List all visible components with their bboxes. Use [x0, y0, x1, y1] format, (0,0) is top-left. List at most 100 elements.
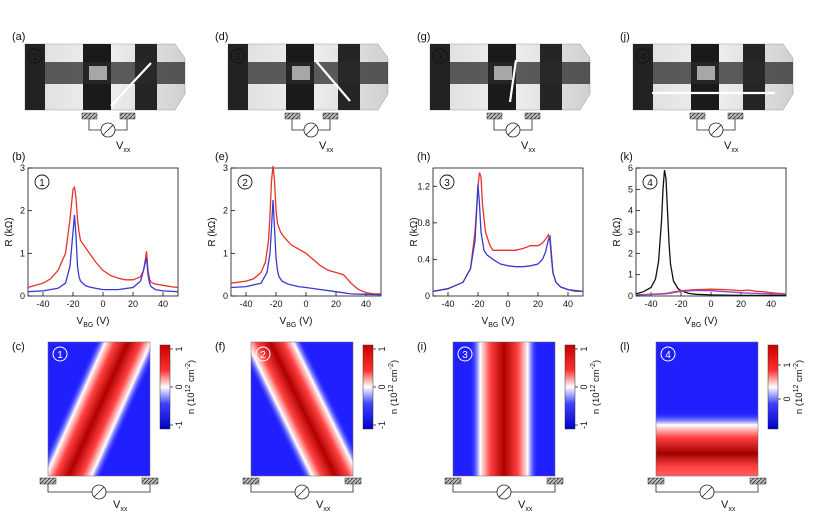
map-stripe-group: [48, 342, 150, 476]
series-line-purple: [635, 289, 787, 296]
colorbar-tick-label: 1: [579, 346, 589, 351]
device-circle: [230, 48, 246, 64]
contact-left: [486, 112, 503, 120]
x-tick-label: 0: [303, 299, 308, 309]
plot-circle-number: 1: [39, 178, 45, 189]
map-voltmeter-needle: [296, 486, 308, 498]
colorbar-label-exp: 12: [590, 385, 597, 393]
panel-label-map: (c): [12, 341, 25, 353]
panel-label-device: (d): [215, 31, 228, 43]
panel-label-device: (j): [620, 31, 630, 43]
map-stripe-group: [251, 342, 353, 476]
map-frame: [47, 341, 151, 477]
colorbar-label: n (1012 cm-2): [590, 360, 602, 414]
device-circle-number: 2: [235, 52, 241, 63]
map-vxx-label: Vxx: [316, 499, 331, 512]
series-line-blue: [230, 199, 382, 296]
map-contact-left: [242, 477, 260, 485]
vxx-sub: xx: [731, 147, 739, 154]
map-vxx-label: Vxx: [113, 499, 128, 512]
map-vxx-sub: xx: [728, 506, 736, 512]
voltmeter-needle: [305, 124, 317, 136]
map-stripe: [48, 342, 150, 476]
wire-left: [291, 119, 304, 131]
panel-label-transport: (h): [417, 151, 430, 163]
device-contacts: [486, 112, 541, 138]
x-axis-main: V: [685, 316, 692, 327]
x-tick-label: 40: [766, 299, 776, 309]
wire-left: [696, 119, 709, 131]
y-axis-label: R (kΩ): [207, 217, 218, 246]
x-axis-sub: BG: [83, 322, 93, 329]
device-image: 3: [429, 43, 591, 111]
colorbar-tick-label: -1: [377, 421, 387, 429]
map-circle-number: 3: [462, 350, 468, 361]
x-tick-label: 20: [533, 299, 543, 309]
map-circle: [255, 346, 271, 362]
x-axis-main: V: [77, 316, 84, 327]
colorbar-tick-label: -1: [579, 421, 589, 429]
wire-right: [520, 119, 533, 131]
plot-circle-number: 4: [647, 178, 653, 189]
y-axis-label: R (kΩ): [409, 217, 420, 246]
map-contact-left: [647, 477, 665, 485]
y-tick-label: 0.8: [417, 218, 430, 228]
x-tick-label: -40: [36, 299, 49, 309]
series-line-black: [635, 169, 786, 297]
x-axis-sub: BG: [691, 322, 701, 329]
vxx-sub: xx: [528, 147, 536, 154]
y-tick-label: 1: [628, 270, 633, 280]
device-contacts: [81, 112, 136, 138]
map-vxx-main: V: [316, 499, 324, 511]
map-wire-right: [511, 484, 556, 493]
device-image: 2: [227, 43, 389, 111]
transport-chart: -40 -20 0 20 40 0 1 2 3 4 5 6 4 VBG (V) R (kΩ): [612, 163, 787, 329]
device-light-center: [697, 66, 715, 80]
series-line-red: [432, 172, 583, 293]
map-vxx-main: V: [721, 499, 729, 511]
x-tick-label: -40: [441, 299, 454, 309]
series-line-blue: [27, 214, 179, 293]
colorbar-label-unit-exp: -2: [590, 363, 597, 369]
y-tick-label: 6: [628, 163, 633, 173]
vxx-label: Vxx: [724, 140, 739, 154]
map-contact-right: [546, 477, 564, 485]
map-vxx-label: Vxx: [721, 499, 736, 512]
colorbar-label-unit-exp: -2: [388, 363, 395, 369]
x-axis-label: VBG (V): [77, 316, 110, 329]
transport-chart: -40 -20 0 20 40 0 1 2 3 2 VBG (V) R (kΩ): [207, 163, 382, 329]
map-contacts: [39, 477, 159, 500]
map-frame: [452, 341, 556, 477]
colorbar-tick-label: 1: [377, 346, 387, 351]
y-tick-label: 0.4: [417, 254, 430, 264]
colorbar-label-unit: cm: [186, 369, 197, 384]
device-circle-number: 3: [437, 52, 443, 63]
map-contact-right: [344, 477, 362, 485]
colorbar-label-unit: cm: [591, 369, 602, 384]
map-vxx-sub: xx: [120, 506, 128, 512]
x-tick-label: 0: [100, 299, 105, 309]
x-tick-label: -20: [269, 299, 282, 309]
device-circle: [432, 48, 448, 64]
contact-left: [284, 112, 301, 120]
plot-circle: [642, 174, 658, 190]
colorbar-gradient: [564, 344, 576, 430]
x-tick-label: 0: [708, 299, 713, 309]
y-tick-label: 0: [628, 291, 633, 301]
x-axis-unit: (V): [498, 316, 514, 327]
x-axis-unit: (V): [93, 316, 109, 327]
x-tick-label: -20: [674, 299, 687, 309]
colorbar-tick-label: 0: [579, 384, 589, 389]
colorbar-label: n (1012 cm-2): [793, 360, 805, 414]
map-circle-number: 2: [260, 350, 266, 361]
x-axis-sub: BG: [488, 322, 498, 329]
wire-right: [723, 119, 736, 131]
map-contacts: [242, 477, 362, 500]
device-dark-band: [450, 62, 590, 84]
series-line-red: [27, 185, 179, 289]
map-wire-left: [655, 484, 700, 493]
colorbar-label: n (1012 cm-2): [185, 360, 197, 414]
x-axis-unit: (V): [296, 316, 312, 327]
device-cut-line: [314, 59, 351, 102]
